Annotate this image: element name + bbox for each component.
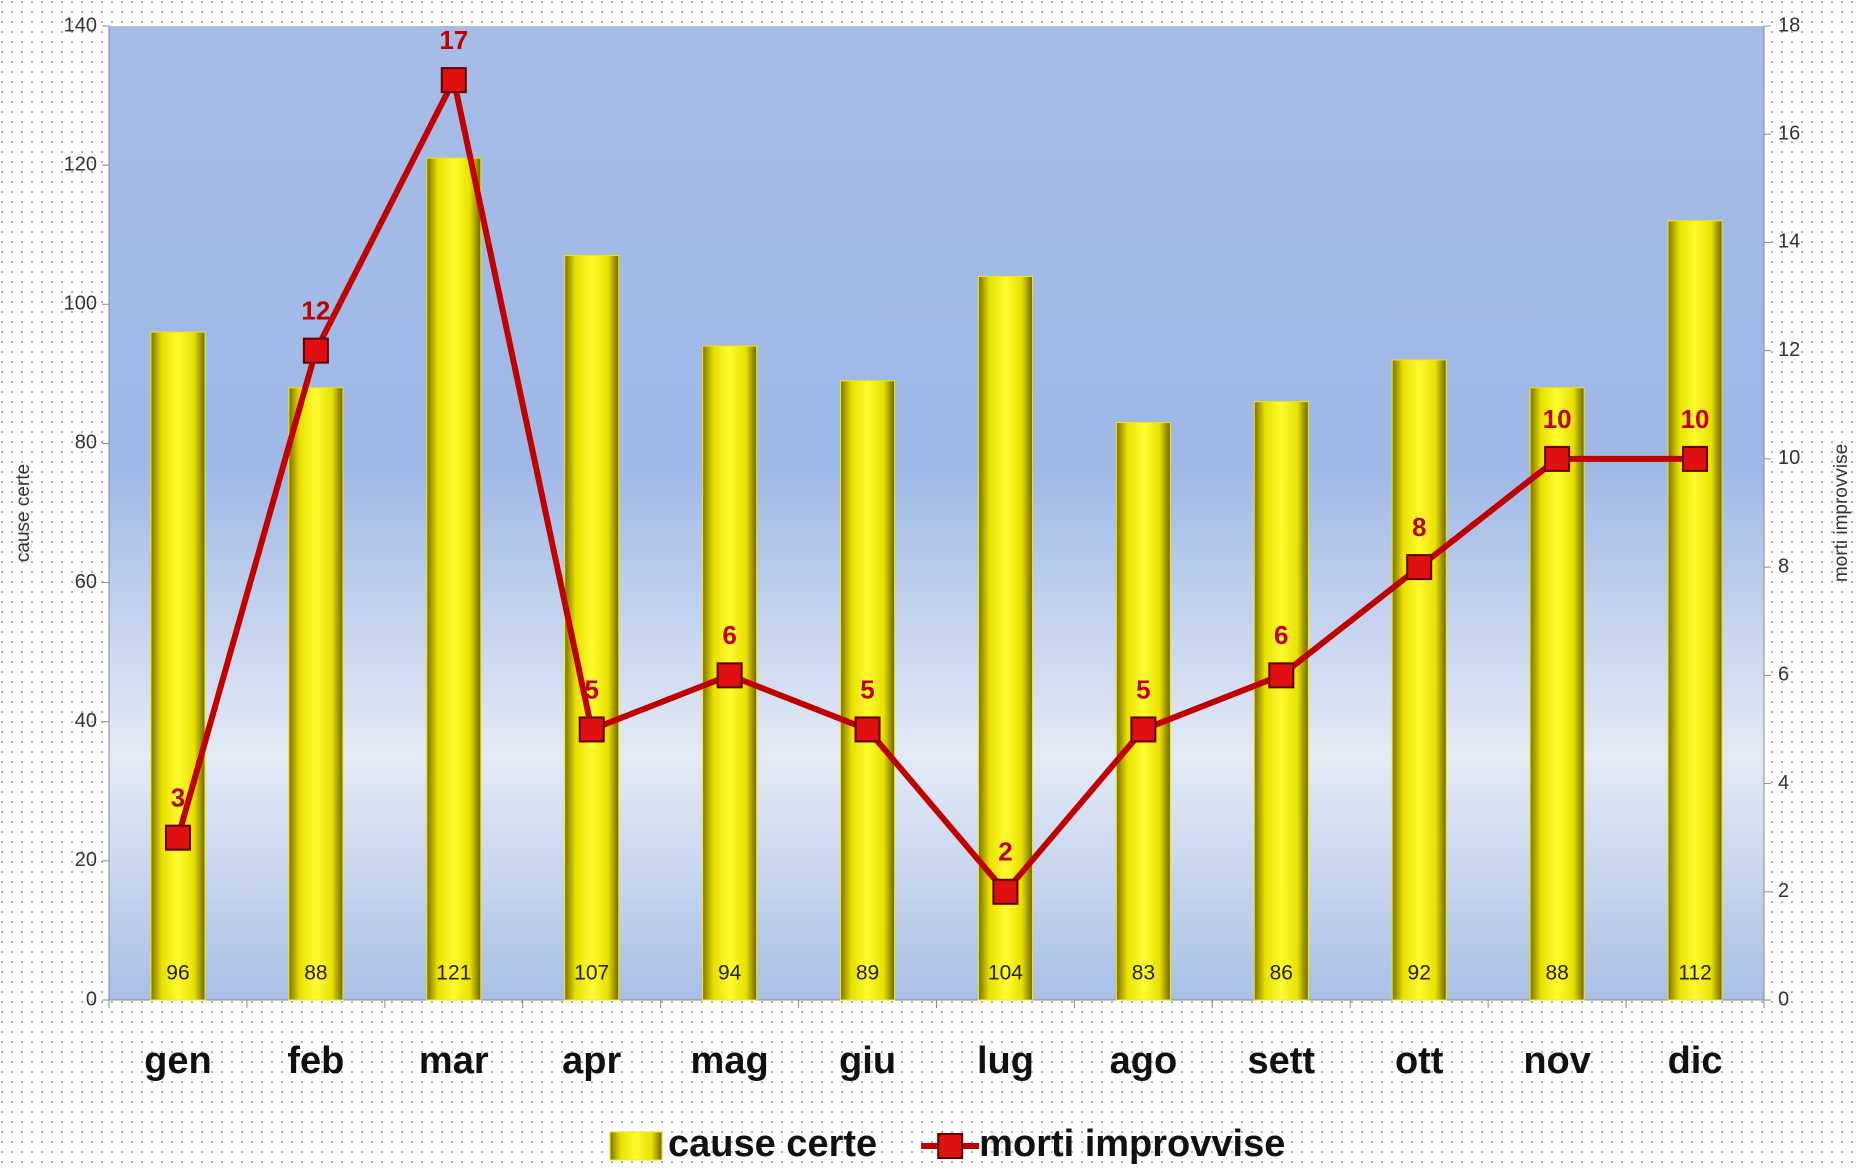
plot-area [109,26,1764,1000]
point-label: 17 [439,25,468,55]
point-label: 10 [1681,404,1710,434]
bar-label: 107 [574,962,609,985]
x-tick-label: nov [1523,1040,1591,1082]
y2-tick-label: 14 [1778,231,1800,253]
y-axis-label: cause certe [13,464,34,562]
bar-label: 104 [988,962,1023,985]
marker [716,662,743,689]
y2-tick-label: 8 [1778,555,1789,577]
bar [426,157,482,1001]
y2-tick-label: 10 [1778,447,1800,469]
marker [164,824,191,851]
bar [288,387,344,1001]
x-tick-label: apr [562,1040,621,1082]
marker [302,337,329,364]
y2-tick-label: 0 [1778,988,1789,1010]
bar [564,255,620,1001]
marker [1682,445,1709,472]
legend-swatch [609,1131,663,1161]
y2-tick-label: 2 [1778,880,1789,902]
marker [1268,662,1295,689]
bar [1667,220,1723,1001]
bar [1529,387,1585,1001]
legend-marker [937,1133,964,1159]
marker [1544,445,1571,472]
y-tick-label: 20 [75,849,97,871]
x-tick-label: mar [419,1040,489,1082]
bar-label: 96 [166,962,189,985]
bar [1115,422,1171,1001]
y-tick-label: 60 [75,571,97,593]
bar [840,380,896,1001]
y2-tick-label: 4 [1778,772,1789,794]
bar-label: 89 [856,962,879,985]
y2-tick-label: 16 [1778,123,1800,145]
line [175,71,1696,897]
x-tick-label: dic [1668,1040,1723,1082]
bar-label: 83 [1132,962,1155,985]
x-tick-label: lug [977,1040,1034,1082]
marker [854,716,881,743]
y2-tick-label: 18 [1778,14,1800,36]
legend-label: morti improvvise [979,1123,1285,1165]
x-tick-label: giu [839,1040,896,1082]
y-tick-label: 100 [64,293,97,315]
bar-label: 88 [1545,962,1568,985]
bar-label: 94 [718,962,742,985]
point-label: 5 [860,674,874,704]
bar-label: 86 [1270,962,1293,985]
legend-label: cause certe [668,1123,877,1165]
y-tick-label: 140 [64,14,97,36]
marker [1406,554,1433,581]
point-label: 6 [722,620,736,650]
x-tick-label: ago [1110,1040,1178,1082]
x-tick-label: gen [144,1040,212,1082]
point-label: 10 [1543,404,1572,434]
marker [440,67,467,94]
marker [992,878,1019,905]
bar [150,331,206,1001]
point-label: 6 [1274,620,1288,650]
point-label: 5 [1136,674,1150,704]
y2-tick-label: 6 [1778,664,1789,686]
x-tick-label: sett [1248,1040,1316,1082]
point-label: 3 [171,783,185,813]
x-tick-label: feb [287,1040,344,1082]
x-tick-label: ott [1395,1040,1444,1082]
marker [578,716,605,743]
bar-label: 92 [1408,962,1431,985]
bar-label: 88 [304,962,327,985]
bar [1391,359,1447,1001]
y-tick-label: 80 [75,432,97,454]
point-label: 8 [1412,512,1426,542]
point-label: 12 [301,296,330,326]
y-tick-label: 40 [75,710,97,732]
marker [1130,716,1157,743]
point-label: 2 [998,837,1012,867]
bar-label: 121 [436,962,471,985]
bar [1253,401,1309,1001]
y-tick-label: 120 [64,153,97,175]
y2-tick-label: 12 [1778,339,1800,361]
x-tick-label: mag [691,1040,769,1082]
y-tick-label: 0 [86,988,97,1010]
y2-axis-label: morti improvvise [1831,444,1852,582]
bar-label: 112 [1678,962,1711,985]
point-label: 5 [584,674,598,704]
